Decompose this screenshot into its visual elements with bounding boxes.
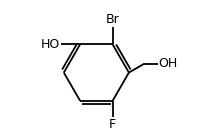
Text: F: F <box>109 118 116 131</box>
Text: OH: OH <box>158 57 178 70</box>
Text: HO: HO <box>41 38 60 51</box>
Text: Br: Br <box>106 13 120 26</box>
